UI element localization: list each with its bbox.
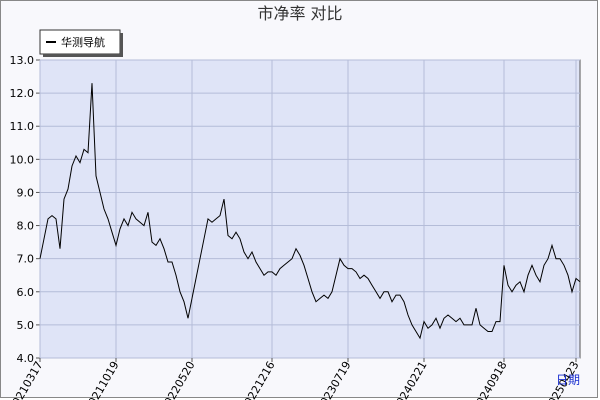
- legend-label: 华测导航: [61, 35, 105, 49]
- legend-shadow: [43, 54, 123, 57]
- y-tick-label: 12.0: [10, 87, 35, 100]
- y-tick-label: 9.0: [17, 186, 35, 199]
- y-tick-label: 7.0: [17, 253, 35, 266]
- y-tick-label: 5.0: [17, 319, 35, 332]
- y-tick-label: 6.0: [17, 286, 35, 299]
- legend-shadow: [120, 33, 123, 57]
- y-tick-label: 8.0: [17, 220, 35, 233]
- y-tick-label: 10.0: [10, 153, 35, 166]
- y-tick-label: 13.0: [10, 54, 35, 67]
- chart-title: 市净率 对比: [257, 4, 342, 23]
- y-tick-label: 4.0: [17, 352, 35, 365]
- line: [39, 83, 581, 340]
- plot-area: [39, 59, 581, 359]
- x-axis-label: 日期: [556, 373, 580, 387]
- y-tick-label: 11.0: [10, 120, 35, 133]
